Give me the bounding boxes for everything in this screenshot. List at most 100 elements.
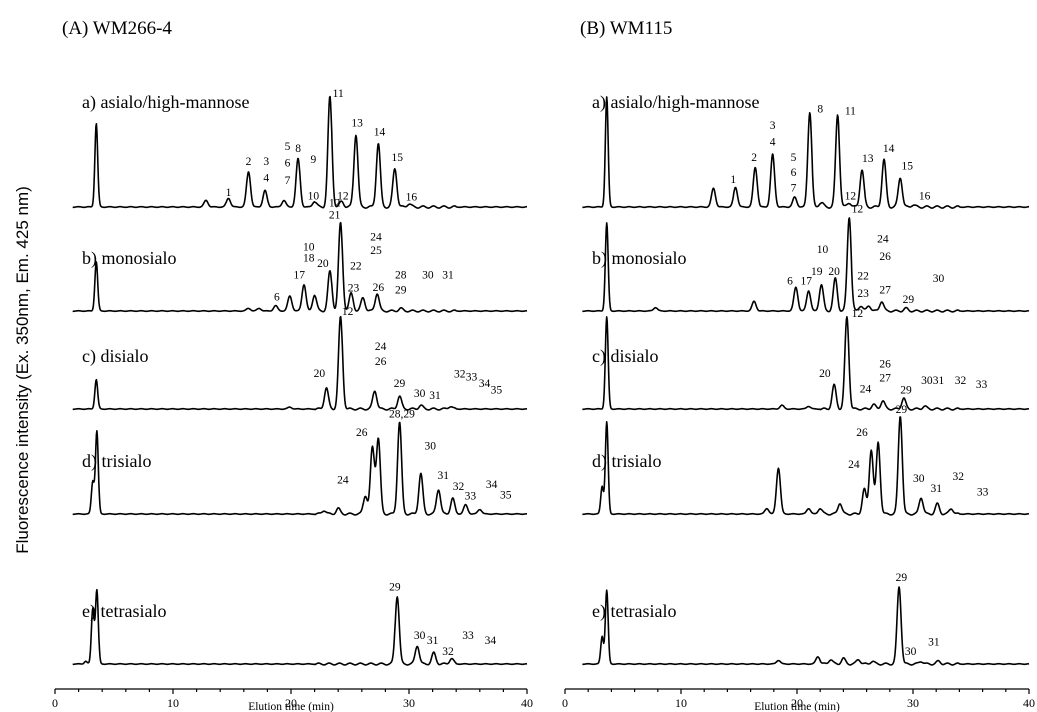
peak-label: 29 <box>395 284 407 296</box>
peak-label: 24 <box>375 341 387 353</box>
peak-label: 26 <box>375 356 387 368</box>
trace-label: b) monosialo <box>82 248 177 269</box>
peak-label: 25 <box>370 245 382 257</box>
peak-label: 24 <box>877 233 889 245</box>
peak-label: 12 <box>342 306 354 318</box>
chromatogram-trace <box>582 217 1030 313</box>
peak-label: 20 <box>819 368 831 380</box>
peak-label: 2 <box>246 156 252 168</box>
chromatogram-trace <box>72 221 528 313</box>
chromatogram-trace <box>72 315 528 411</box>
peak-label: 5 <box>285 141 291 153</box>
peak-label: 30 <box>414 388 426 400</box>
chromatogram-trace <box>72 421 528 516</box>
x-tick-label: 40 <box>1023 696 1035 710</box>
peak-label: 33 <box>977 487 989 499</box>
trace-label: c) disialo <box>82 346 148 367</box>
peak-label: 26 <box>879 359 891 371</box>
x-tick-label: 10 <box>675 696 687 710</box>
peak-label: 31 <box>429 390 441 402</box>
peak-label: 13 <box>351 118 363 130</box>
peak-label: 31 <box>427 635 439 647</box>
peak-label: 4 <box>263 173 269 185</box>
peak-label: 6 <box>791 167 797 179</box>
peak-label: 29 <box>896 404 908 416</box>
peak-label: 33 <box>465 490 477 502</box>
peak-label: 24 <box>370 232 382 244</box>
peak-label: 22 <box>350 261 362 273</box>
peak-label: 12 <box>852 203 864 215</box>
peak-label: 24 <box>337 475 349 487</box>
peak-label: 12 <box>845 190 857 202</box>
peak-label: 26 <box>879 251 891 263</box>
x-tick-label: 20 <box>285 696 297 710</box>
peak-label: 33 <box>976 379 988 391</box>
peak-label: 34 <box>486 479 498 491</box>
peak-label: 32 <box>952 471 964 483</box>
peak-label: 30 <box>913 473 925 485</box>
peak-label: 12 <box>329 197 341 209</box>
peak-label: 34 <box>485 635 497 647</box>
peak-label: 26 <box>373 282 385 294</box>
peak-label: 30 <box>921 375 933 387</box>
peak-label: 26 <box>356 427 368 439</box>
peak-label: 29 <box>896 572 908 584</box>
trace-label: e) tetrasialo <box>82 601 166 622</box>
peak-label: 21 <box>329 210 341 222</box>
peak-label: 28,29 <box>389 408 415 420</box>
chromatogram-trace <box>582 96 1030 209</box>
peak-label: 16 <box>919 190 931 202</box>
peak-label: 1 <box>730 174 736 186</box>
peak-label: 1 <box>226 187 232 199</box>
peak-label: 5 <box>791 152 797 164</box>
peak-label: 14 <box>374 127 386 139</box>
peak-label: 20 <box>828 266 840 278</box>
peak-label: 6 <box>274 291 280 303</box>
trace-label: b) monosialo <box>592 248 687 269</box>
peak-label: 30 <box>422 269 434 281</box>
chromatogram-trace <box>582 316 1030 411</box>
peak-label: 31 <box>930 483 942 495</box>
peak-label: 23 <box>348 283 360 295</box>
peak-label: 33 <box>466 371 478 383</box>
x-tick-label: 30 <box>907 696 919 710</box>
peak-label: 32 <box>454 369 466 381</box>
peak-label: 35 <box>500 489 512 501</box>
peak-label: 32 <box>442 646 454 658</box>
peak-label: 20 <box>317 258 329 270</box>
x-axis-title: Elution time (min) <box>248 701 334 712</box>
peak-label: 31 <box>437 470 449 482</box>
trace-label: d) trisialo <box>82 451 152 472</box>
peak-label: 35 <box>491 384 503 396</box>
x-tick-label: 30 <box>403 696 415 710</box>
peak-label: 29 <box>389 581 401 593</box>
peak-label: 9 <box>311 154 317 166</box>
peak-label: 12 <box>852 308 864 320</box>
peak-label: 7 <box>791 183 797 195</box>
peak-label: 15 <box>901 161 913 173</box>
peak-label: 20 <box>314 368 326 380</box>
peak-label: 32 <box>453 481 465 493</box>
chromatogram-trace <box>72 588 528 666</box>
panel-title-a: (A) WM266-4 <box>62 18 172 39</box>
peak-label: 31 <box>442 269 454 281</box>
peak-label: 10 <box>308 190 320 202</box>
peak-label: 6 <box>787 276 793 288</box>
peak-label: 27 <box>879 284 891 296</box>
peak-label: 23 <box>857 288 869 300</box>
peak-label: 13 <box>862 153 874 165</box>
peak-label: 28 <box>395 269 407 281</box>
peak-label: 3 <box>770 120 776 132</box>
peak-label: 18 <box>303 253 315 265</box>
peak-label: 8 <box>817 103 823 115</box>
peak-label: 10 <box>303 241 315 253</box>
x-axis-title: Elution time (min) <box>754 701 840 712</box>
peak-label: 22 <box>857 270 869 282</box>
peak-label: 2 <box>751 152 757 164</box>
peak-label: 17 <box>294 269 306 281</box>
peak-label: 6 <box>285 157 291 169</box>
chromatogram-trace <box>582 416 1030 516</box>
x-tick-label: 0 <box>52 696 58 710</box>
peak-label: 29 <box>394 378 406 390</box>
peak-label: 30 <box>414 630 426 642</box>
